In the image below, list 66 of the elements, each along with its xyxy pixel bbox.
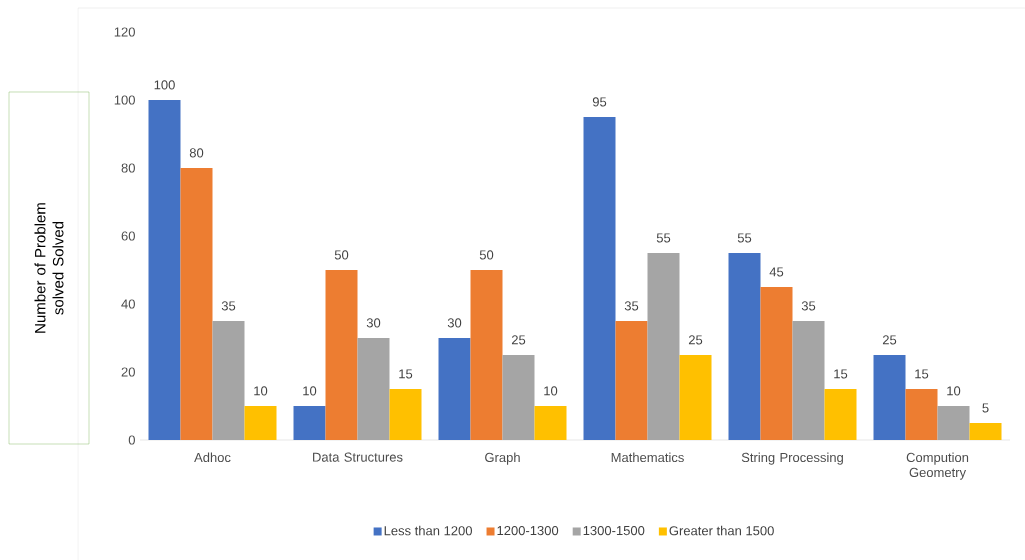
legend-label: Less than 1200 [384,525,472,536]
data-label: 15 [834,369,848,379]
x-tick-label: Adhoc [194,452,231,463]
data-label: 25 [511,335,526,345]
data-label: 25 [882,335,897,345]
bar [534,406,567,440]
bar [470,270,503,440]
bar [244,406,277,440]
data-label: 15 [915,369,929,379]
data-label: 35 [801,301,816,311]
data-label: 50 [334,250,349,260]
x-tick-label: String Processing [741,452,843,465]
data-label: 45 [769,267,784,277]
bar [180,168,213,440]
data-label: 35 [624,301,639,311]
data-label: 35 [221,301,236,311]
bar [357,338,390,440]
bar [438,338,471,440]
x-tick-label: Graph [485,452,520,465]
y-tick-label: 60 [121,231,135,241]
y-tick-label: 100 [114,95,135,105]
legend-label: 1300-1500 [583,525,645,536]
data-label: 10 [303,386,317,396]
bar [969,423,1002,440]
data-label: 80 [189,148,204,158]
y-axis-title: Number of Problem solved Solved [34,203,64,333]
x-tick-label: Compution Geometry [906,452,969,480]
legend-label: 1200-1300 [497,525,559,536]
y-tick-label: 0 [128,435,135,445]
data-label: 50 [479,250,494,260]
bar [293,406,326,440]
bar [647,253,680,440]
bar [679,355,712,440]
bar [583,117,616,440]
data-label: 100 [154,80,175,90]
y-tick-label: 120 [114,27,135,37]
data-label: 10 [947,386,961,396]
bar [905,389,938,440]
data-label: 25 [688,335,703,345]
bar [873,355,906,440]
data-label: 10 [254,386,268,396]
y-tick-label: 20 [121,367,135,377]
y-tick-label: 80 [121,163,135,173]
x-tick-label: Mathematics [611,452,684,463]
data-label: 55 [737,233,752,243]
x-tick-label: Data Structures [313,452,403,462]
data-label: 5 [982,403,989,413]
bar [937,406,970,440]
y-tick-label: 40 [121,299,135,309]
data-label: 30 [447,318,462,328]
bar [615,321,648,440]
bar [728,253,761,440]
bar [325,270,358,440]
legend-label: Greater than 1500 [669,525,774,536]
data-label: 55 [656,233,671,243]
data-label: 30 [366,318,381,328]
bar [502,355,535,440]
bar [760,287,793,440]
bar [824,389,857,440]
bar [792,321,825,440]
bar [148,100,181,440]
data-label: 15 [399,369,413,379]
bar [212,321,245,440]
data-label: 10 [544,386,558,396]
bar [389,389,422,440]
data-label: 95 [592,97,607,107]
